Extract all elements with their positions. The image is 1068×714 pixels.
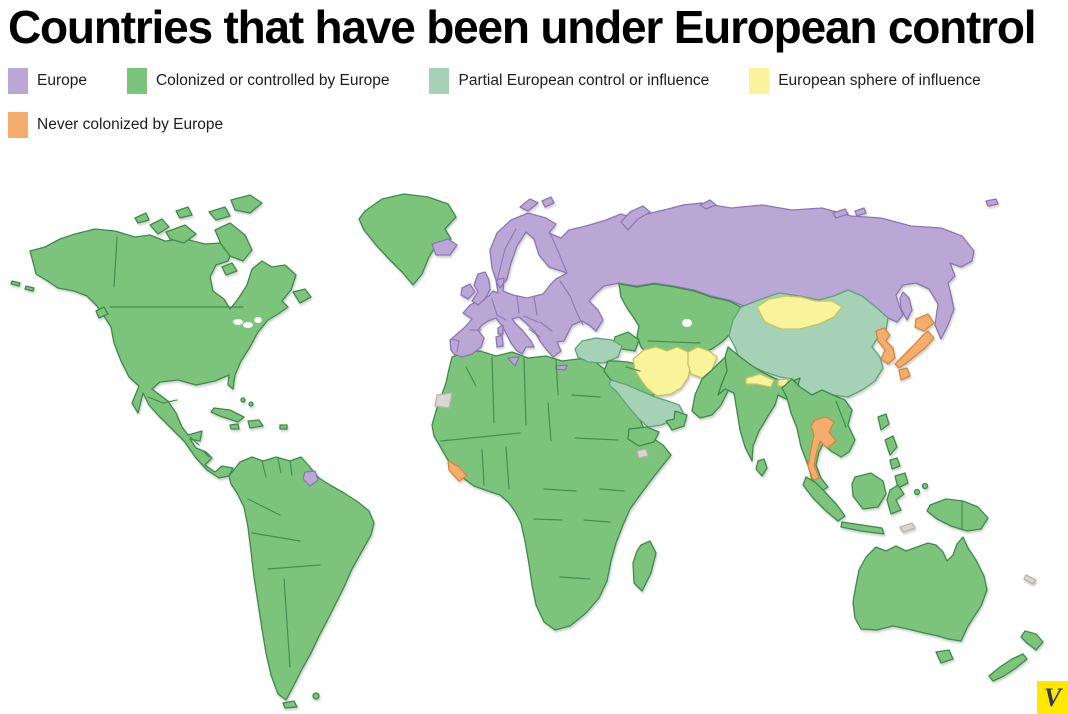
europe-swatch <box>8 67 28 94</box>
region-arctic-islands-russia <box>519 196 999 231</box>
country-borders-purple <box>451 228 584 353</box>
region-australia <box>852 536 988 664</box>
region-madagascar <box>632 540 657 592</box>
region-turkey <box>574 337 623 364</box>
region-india <box>717 346 801 462</box>
region-korea <box>875 327 896 365</box>
region-djibouti <box>636 448 649 459</box>
legend-row-2: Never colonized by Europe <box>8 111 1068 138</box>
region-new-zealand <box>988 630 1044 682</box>
region-oman <box>665 410 688 431</box>
region-yemen <box>627 426 660 447</box>
legend-item-partial: Partial European control or influence <box>429 67 710 94</box>
region-new-guinea <box>926 498 989 532</box>
world-map-svg <box>10 193 1044 709</box>
legend-item-europe: Europe <box>8 67 87 94</box>
region-arctic-islands-canada <box>10 194 312 319</box>
region-caribbean <box>210 397 288 430</box>
vox-logo-letter: V <box>1043 682 1062 712</box>
region-iran <box>632 346 692 397</box>
region-greenland <box>358 193 457 286</box>
legend-label: Never colonized by Europe <box>37 115 224 133</box>
legend-label: Colonized or controlled by Europe <box>155 71 390 89</box>
region-sri-lanka <box>755 458 768 477</box>
legend-row-1: Europe Colonized or controlled by Europe… <box>8 67 1068 94</box>
legend-item-never: Never colonized by Europe <box>8 111 224 138</box>
region-mongolia <box>756 295 843 330</box>
region-south-america <box>228 456 375 709</box>
region-sakhalin <box>899 291 913 321</box>
legend: Europe Colonized or controlled by Europe… <box>8 67 1068 138</box>
region-ireland <box>460 283 476 300</box>
legend-item-colonized: Colonized or controlled by Europe <box>126 67 390 94</box>
region-taiwan <box>877 413 890 431</box>
legend-label: Europe <box>37 71 87 89</box>
legend-label: Partial European control or influence <box>458 71 710 89</box>
colonized-swatch <box>126 67 147 94</box>
region-new-caledonia <box>1023 574 1037 585</box>
region-north-america <box>29 228 297 479</box>
region-europe-and-russia <box>449 202 975 371</box>
partial-swatch <box>429 67 450 94</box>
sphere-swatch <box>749 67 770 94</box>
region-indonesia <box>802 472 929 535</box>
legend-item-sphere: European sphere of influence <box>749 67 981 94</box>
region-french-guiana <box>302 470 319 487</box>
world-map <box>0 189 1068 714</box>
never-swatch <box>8 111 28 138</box>
region-liberia <box>447 460 468 482</box>
page-title: Countries that have been under European … <box>8 1 1036 53</box>
country-borders-green <box>109 236 963 668</box>
region-timor <box>899 522 916 533</box>
region-western-sahara <box>434 392 453 409</box>
vox-logo: V <box>1037 681 1068 714</box>
legend-label: European sphere of influence <box>778 71 981 89</box>
region-nepal <box>745 373 775 388</box>
region-thailand <box>807 416 837 481</box>
region-japan <box>894 313 935 381</box>
region-united-kingdom <box>471 271 491 306</box>
region-philippines <box>884 435 909 489</box>
region-iceland <box>431 238 458 256</box>
